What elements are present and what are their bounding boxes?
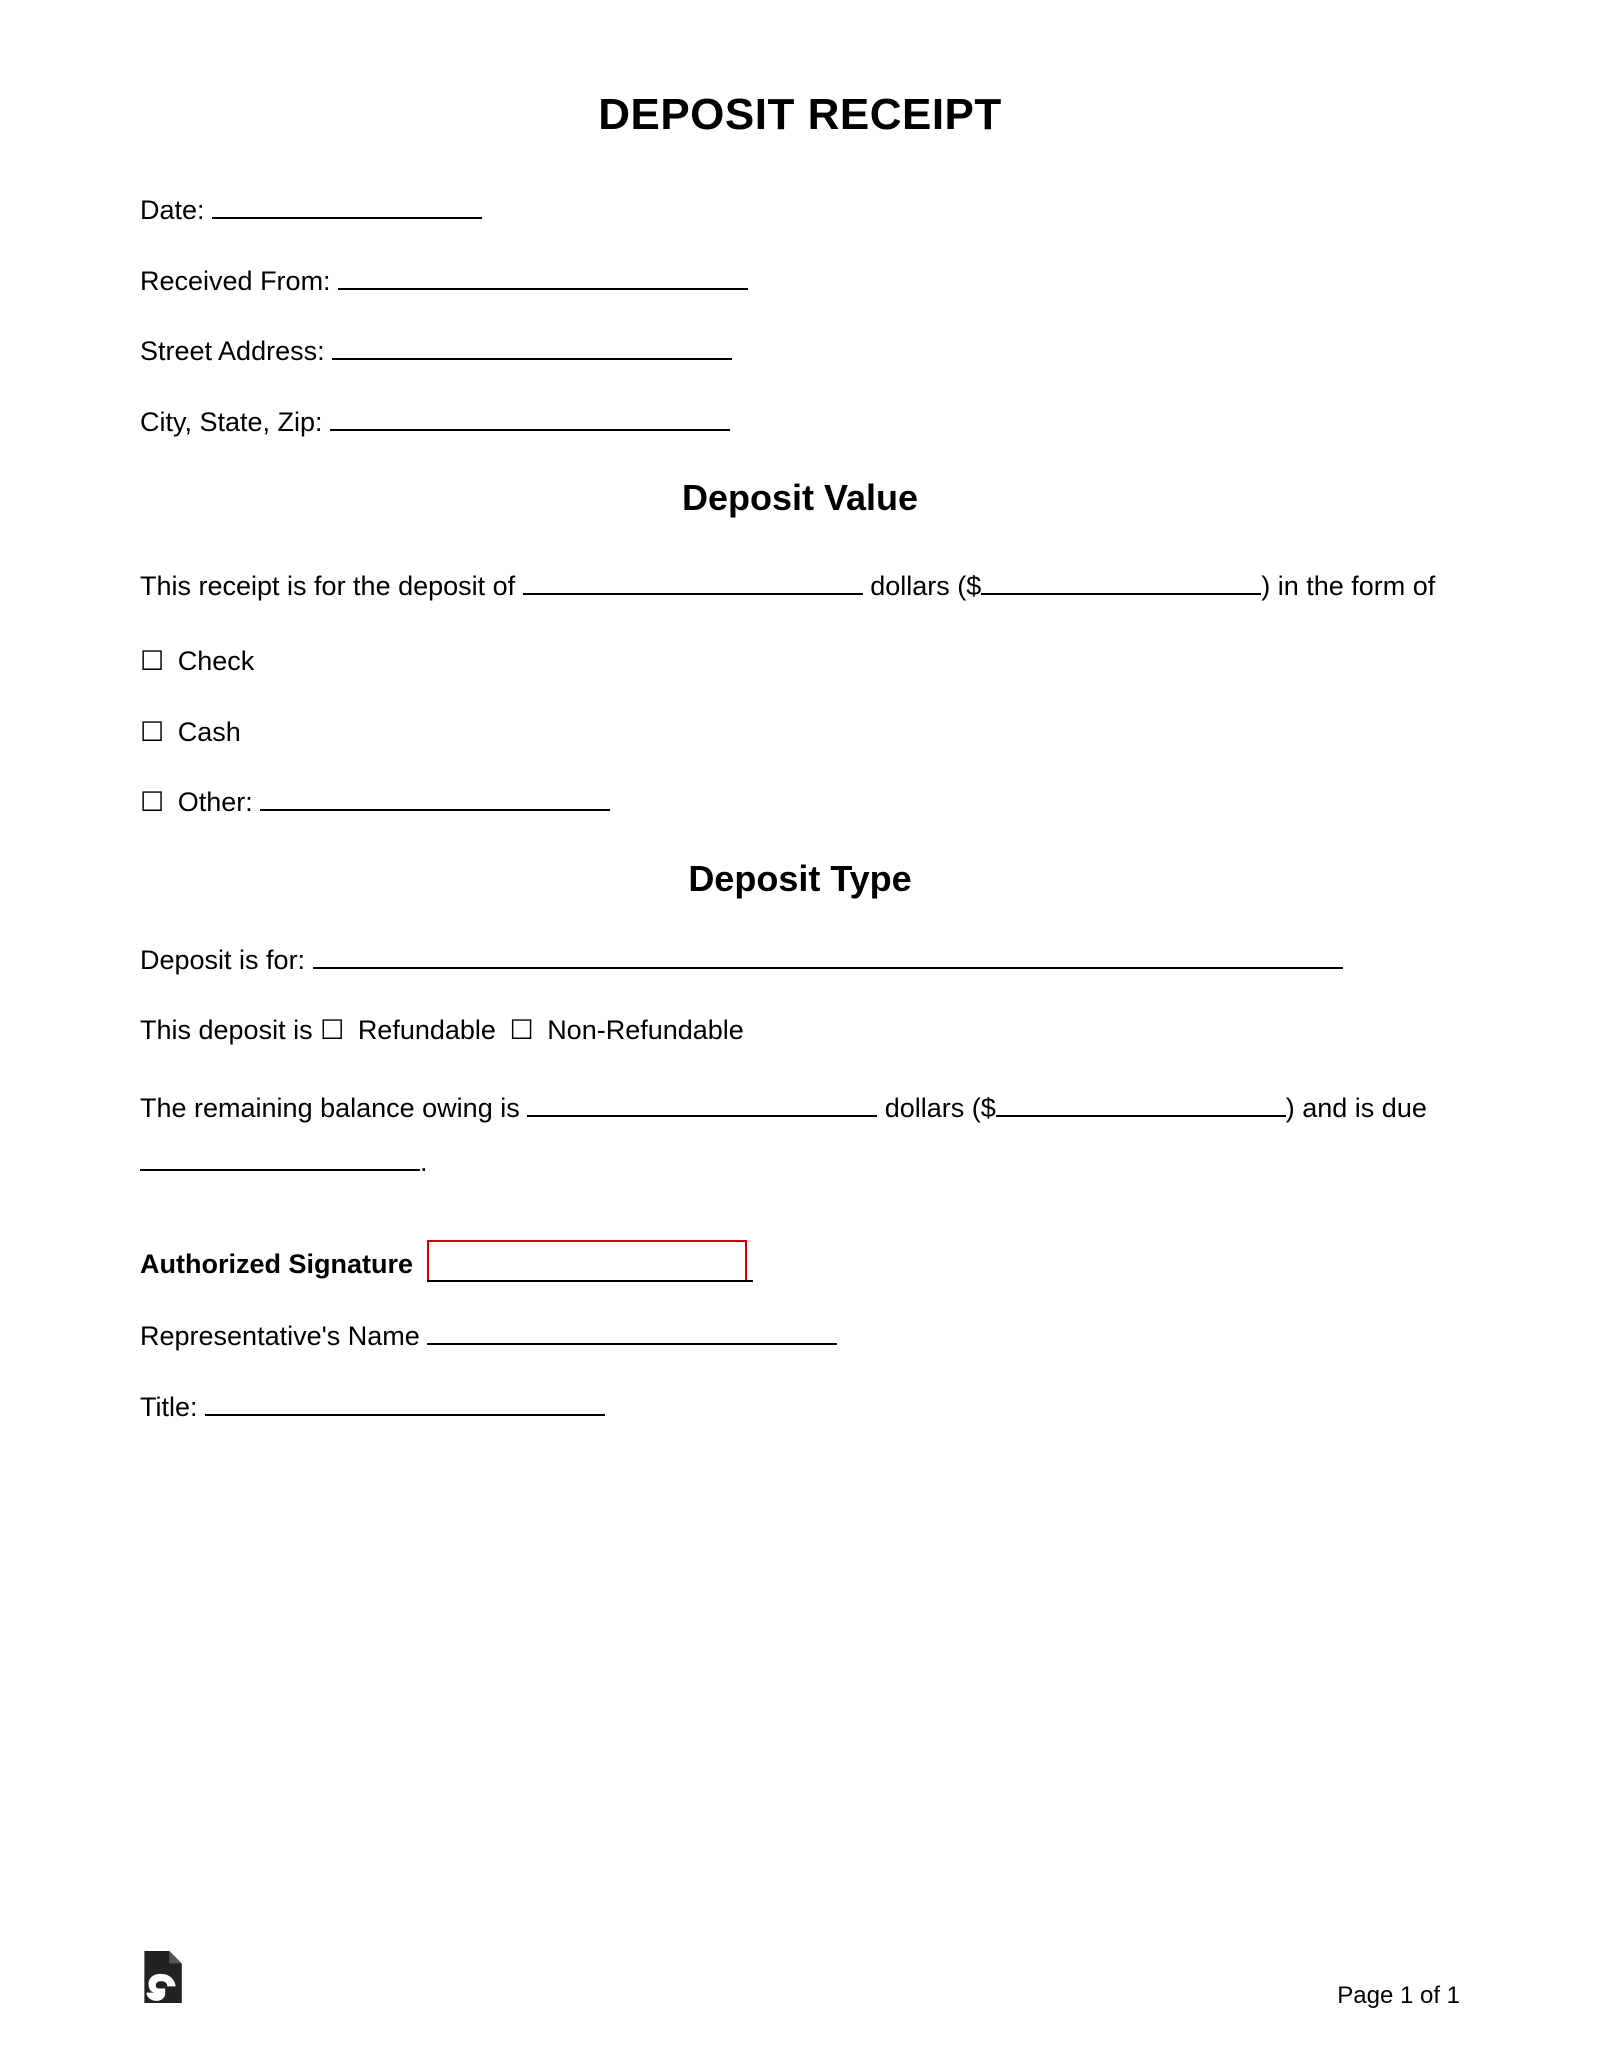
representative-label: Representative's Name (140, 1321, 420, 1351)
field-date: Date: (140, 190, 1460, 231)
refundable-line: This deposit is ☐ Refundable ☐ Non-Refun… (140, 1010, 1460, 1051)
checkbox-check[interactable]: ☐ (140, 646, 164, 676)
received-from-label: Received From: (140, 266, 331, 296)
field-received-from: Received From: (140, 261, 1460, 302)
field-deposit-for: Deposit is for: (140, 940, 1460, 981)
title-blank[interactable] (205, 1388, 605, 1416)
section-deposit-value: Deposit Value (140, 477, 1460, 519)
option-cash: ☐ Cash (140, 712, 1460, 753)
signature-underline (427, 1280, 753, 1282)
balance-pre: The remaining balance owing is (140, 1093, 527, 1123)
balance-sentence: The remaining balance owing is dollars (… (140, 1081, 1460, 1189)
balance-words-blank[interactable] (527, 1088, 877, 1116)
city-label: City, State, Zip: (140, 407, 323, 437)
balance-end: . (420, 1147, 428, 1177)
deposit-amount-number-blank[interactable] (981, 567, 1261, 595)
deposit-for-label: Deposit is for: (140, 945, 305, 975)
option-check: ☐ Check (140, 641, 1460, 682)
nonrefundable-label: Non-Refundable (547, 1015, 744, 1045)
field-representative: Representative's Name (140, 1316, 1460, 1357)
due-date-blank[interactable] (140, 1142, 420, 1170)
section-deposit-type: Deposit Type (140, 858, 1460, 900)
field-city: City, State, Zip: (140, 402, 1460, 443)
street-blank[interactable] (332, 332, 732, 360)
check-label: Check (178, 646, 255, 676)
deposit-value-mid: dollars ($ (863, 571, 982, 601)
refund-pre: This deposit is (140, 1015, 320, 1045)
date-label: Date: (140, 195, 205, 225)
refundable-label: Refundable (358, 1015, 496, 1045)
deposit-value-post: ) in the form of (1261, 571, 1435, 601)
cash-label: Cash (178, 717, 241, 747)
field-title: Title: (140, 1387, 1460, 1428)
authorized-signature-label: Authorized Signature (140, 1249, 413, 1279)
received-from-blank[interactable] (338, 261, 748, 289)
balance-mid: dollars ($ (877, 1093, 996, 1123)
deposit-value-sentence: This receipt is for the deposit of dolla… (140, 559, 1460, 613)
field-signature: Authorized Signature (140, 1244, 1460, 1287)
checkbox-refundable[interactable]: ☐ (320, 1015, 344, 1045)
field-street: Street Address: (140, 331, 1460, 372)
deposit-amount-words-blank[interactable] (523, 567, 863, 595)
other-blank[interactable] (260, 783, 610, 811)
deposit-for-blank[interactable] (313, 940, 1343, 968)
page-title: DEPOSIT RECEIPT (140, 90, 1460, 140)
logo-icon (140, 1951, 182, 2010)
balance-number-blank[interactable] (996, 1088, 1286, 1116)
street-label: Street Address: (140, 336, 325, 366)
checkbox-other[interactable]: ☐ (140, 787, 164, 817)
option-other: ☐ Other: (140, 782, 1460, 823)
checkbox-cash[interactable]: ☐ (140, 717, 164, 747)
date-blank[interactable] (212, 191, 482, 219)
page-number: Page 1 of 1 (1337, 1982, 1460, 2010)
representative-blank[interactable] (427, 1317, 837, 1345)
page-footer: Page 1 of 1 (140, 1951, 1460, 2010)
title-label: Title: (140, 1392, 198, 1422)
deposit-value-pre: This receipt is for the deposit of (140, 571, 523, 601)
city-blank[interactable] (330, 402, 730, 430)
checkbox-nonrefundable[interactable]: ☐ (509, 1015, 533, 1045)
balance-post: ) and is due (1286, 1093, 1427, 1123)
other-label: Other: (178, 787, 253, 817)
signature-box[interactable] (427, 1240, 747, 1282)
